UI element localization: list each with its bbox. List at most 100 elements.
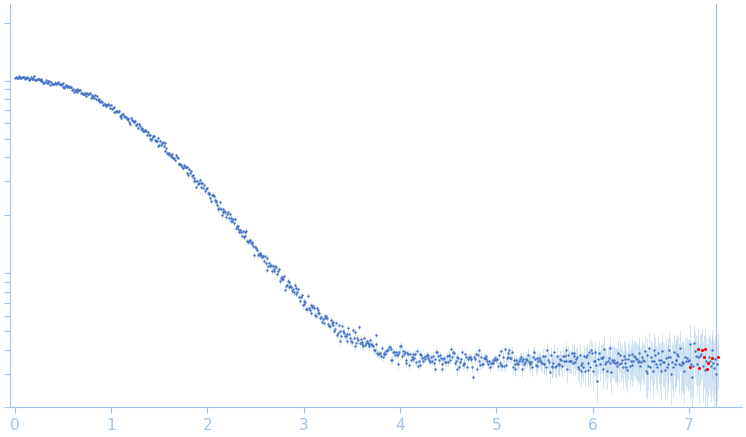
Point xyxy=(386,356,398,363)
Point xyxy=(431,348,443,355)
Point xyxy=(560,347,571,354)
Point xyxy=(66,83,78,90)
Point xyxy=(433,357,445,364)
Point xyxy=(521,351,533,358)
Point xyxy=(467,374,479,381)
Point xyxy=(667,363,679,370)
Point xyxy=(643,344,655,351)
Point xyxy=(259,252,271,259)
Point xyxy=(28,75,40,82)
Point xyxy=(270,264,282,271)
Point xyxy=(405,357,417,364)
Point xyxy=(313,309,325,316)
Point xyxy=(40,77,51,84)
Point xyxy=(654,357,666,364)
Point xyxy=(51,81,63,88)
Point xyxy=(192,180,204,187)
Point xyxy=(645,354,657,361)
Point xyxy=(79,90,91,97)
Point xyxy=(299,299,311,306)
Point xyxy=(288,289,300,296)
Point xyxy=(682,358,694,365)
Point xyxy=(410,358,422,365)
Point xyxy=(128,118,140,125)
Point xyxy=(697,363,709,370)
Point xyxy=(122,115,134,122)
Point xyxy=(607,358,619,365)
Point xyxy=(57,80,69,87)
Point xyxy=(63,83,75,90)
Point xyxy=(511,360,523,367)
Point xyxy=(703,354,715,361)
Point xyxy=(663,347,675,354)
Point xyxy=(191,177,203,184)
Point xyxy=(113,108,125,114)
Point xyxy=(565,350,577,357)
Point xyxy=(634,363,646,370)
Point xyxy=(98,100,110,107)
Point xyxy=(471,366,483,373)
Point xyxy=(455,356,467,363)
Point xyxy=(292,289,304,296)
Point xyxy=(510,365,521,372)
Point xyxy=(631,356,643,363)
Point xyxy=(25,73,37,80)
Point xyxy=(680,354,692,361)
Point xyxy=(651,364,663,371)
Point xyxy=(461,364,473,371)
Point xyxy=(242,239,254,246)
Point xyxy=(639,368,651,375)
Point xyxy=(368,347,380,354)
Point xyxy=(707,360,719,367)
Point xyxy=(286,287,298,294)
Point xyxy=(301,305,313,312)
Point xyxy=(392,361,404,368)
Point xyxy=(145,137,157,144)
Point xyxy=(528,349,540,356)
Point xyxy=(219,208,231,215)
Point xyxy=(454,363,466,370)
Point xyxy=(175,161,186,168)
Point xyxy=(189,177,201,184)
Point xyxy=(169,155,181,162)
Point xyxy=(169,157,181,164)
Point xyxy=(668,349,680,356)
Point xyxy=(589,349,601,356)
Point xyxy=(535,359,547,366)
Point xyxy=(130,121,142,128)
Point xyxy=(106,105,118,112)
Point xyxy=(121,115,133,122)
Point xyxy=(573,365,585,372)
Point xyxy=(69,88,81,95)
Point xyxy=(411,347,423,354)
Point xyxy=(671,350,683,357)
Point xyxy=(395,343,407,350)
Point xyxy=(539,352,551,359)
Point xyxy=(308,305,320,312)
Point xyxy=(123,118,135,125)
Point xyxy=(230,224,242,231)
Point xyxy=(705,362,717,369)
Point xyxy=(127,118,139,125)
Point xyxy=(178,161,189,168)
Point xyxy=(271,271,283,277)
Point xyxy=(416,352,427,359)
Point xyxy=(642,363,654,370)
Point xyxy=(530,363,542,370)
Point xyxy=(614,352,626,359)
Point xyxy=(343,331,355,338)
Point xyxy=(454,359,466,366)
Point xyxy=(545,363,557,370)
Point xyxy=(706,355,718,362)
Point xyxy=(603,354,615,361)
Point xyxy=(425,354,437,361)
Point xyxy=(474,362,486,369)
Point xyxy=(322,315,333,322)
Point xyxy=(412,362,424,369)
Point xyxy=(505,354,517,361)
Point xyxy=(220,214,232,221)
Point xyxy=(539,361,551,368)
Point xyxy=(317,316,329,323)
Point xyxy=(599,361,611,368)
Point xyxy=(393,348,405,355)
